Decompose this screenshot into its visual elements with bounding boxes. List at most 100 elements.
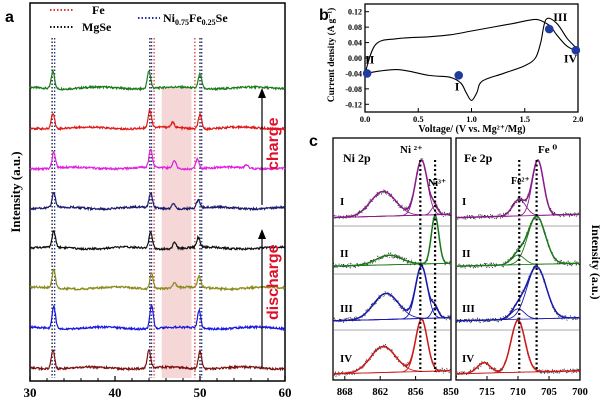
xrd-series-line	[29, 349, 286, 372]
highlight-band-rect	[161, 88, 192, 378]
cv-point	[571, 45, 581, 55]
xrd-series-line	[29, 230, 286, 252]
charge-arrow	[258, 88, 266, 205]
c-x-tick-label: 862	[372, 387, 388, 398]
ni-title: Ni 2p	[343, 151, 371, 165]
raw-data	[455, 317, 581, 378]
fit-component	[332, 190, 452, 219]
b-x-tick-label: 1.0	[466, 114, 477, 124]
cv-curve	[364, 17, 579, 101]
cv-point-label: IV	[564, 51, 578, 65]
xrd-series-line	[29, 191, 286, 212]
xrd-series-line	[29, 267, 286, 292]
row-label: II	[462, 248, 471, 260]
baseline	[332, 317, 452, 322]
discharge-label: discharge	[265, 244, 282, 320]
c-x-tick-label: 705	[541, 387, 557, 398]
discharge-arrow	[258, 229, 266, 368]
fe0-label: Fe ⁰	[538, 144, 557, 156]
row-label: IV	[340, 353, 352, 365]
panel-c-ticks: 868 862 856 850 715 710 705 700	[337, 376, 588, 398]
xrd-series	[29, 68, 286, 372]
cv-point-label: II	[365, 52, 375, 66]
fit-envelope	[455, 159, 581, 219]
row-label: III	[462, 303, 475, 315]
ni2-label: Ni ²⁺	[400, 144, 423, 156]
panel-a-ylabel: Intensity (a.u.)	[8, 151, 23, 232]
raw-data	[332, 158, 452, 220]
panel-a-legend: Fe MgSe Ni0.75Fe0.25Se	[50, 3, 228, 34]
xrd-series-line	[29, 68, 286, 92]
x-tick-label: 50	[194, 385, 207, 400]
row-label: III	[340, 303, 353, 315]
x-tick-label: 60	[279, 385, 292, 400]
b-x-tick-label: 0.5	[413, 114, 424, 124]
legend-fe-label: Fe	[92, 3, 105, 17]
cv-point-label: III	[553, 10, 567, 24]
cv-point	[362, 69, 372, 78]
fit-envelope	[455, 215, 581, 267]
panel-a-letter: a	[5, 9, 14, 26]
legend-mgse-label: MgSe	[82, 20, 112, 34]
fit-envelope	[332, 159, 452, 219]
panel-b-ylabel: Current density (A g⁻¹)	[326, 8, 337, 103]
b-x-tick-label: 2.0	[573, 114, 584, 124]
baseline	[455, 213, 581, 218]
fit-component	[455, 160, 581, 219]
baseline	[332, 262, 452, 267]
panel-b: 0.0 0.5 1.0 1.5 2.0 0.12 0.08 0.04 0.00 -0.04 -0.0…	[326, 3, 584, 135]
panel-b-letter: b	[319, 7, 329, 24]
cv-point	[454, 71, 464, 80]
c-x-tick-label: 856	[408, 387, 424, 398]
c-x-tick-label: 850	[443, 387, 459, 398]
fit-component	[455, 319, 581, 375]
panel-a: 30 40 50 60 Intensity (a.u.) Fe MgSe Ni0.75…	[8, 2, 292, 400]
ni-frame	[332, 137, 452, 381]
legend-nife-label: Ni0.75Fe0.25Se	[163, 11, 228, 27]
b-y-tick-label: 0.12	[348, 8, 362, 17]
fit-envelope	[332, 214, 452, 267]
baseline	[455, 370, 581, 375]
ni-2p-spectra	[332, 158, 452, 377]
panel-c-letter: c	[309, 133, 318, 150]
baseline	[455, 317, 581, 322]
fe-2p-spectra	[455, 158, 581, 378]
raw-data	[332, 318, 452, 377]
baseline	[455, 262, 581, 267]
row-label: I	[340, 196, 344, 208]
fe-title: Fe 2p	[464, 151, 493, 165]
x-tick-label: 30	[24, 385, 37, 400]
fit-envelope	[332, 318, 452, 375]
xrd-series-line	[29, 109, 286, 132]
b-y-tick-label: -0.04	[345, 69, 362, 78]
panel-a-x-ticks: 30 40 50 60	[24, 376, 292, 400]
b-x-tick-label: 0.0	[360, 114, 371, 124]
row-label: II	[340, 248, 349, 260]
highlight-band	[161, 88, 192, 378]
baseline	[332, 213, 452, 218]
ni3-label: Ni³⁺	[428, 178, 446, 189]
panel-b-xlabel: Voltage/ (V vs. Mg²⁺/Mg)	[418, 124, 525, 135]
c-x-tick-label: 710	[510, 387, 526, 398]
fit-envelope	[455, 319, 581, 375]
panel-c-ylabel: Intensity (a.u.)	[589, 224, 600, 299]
xrd-series-line	[29, 303, 286, 332]
c-x-tick-label: 868	[337, 387, 353, 398]
panel-c: 868 862 856 850 715 710 705 700 Ni 2p Fe 2p Ni …	[332, 137, 600, 398]
cv-point-label: I	[455, 79, 460, 93]
panel-a-frame	[29, 2, 286, 382]
raw-data	[455, 213, 581, 270]
b-x-tick-label: 1.5	[519, 114, 530, 124]
c-x-tick-label: 700	[572, 387, 588, 398]
fit-envelope	[332, 265, 452, 322]
reference-lines	[51, 38, 203, 378]
b-y-tick-label: 0.00	[348, 54, 362, 63]
b-y-tick-label: 0.08	[348, 23, 362, 32]
row-label: I	[462, 196, 466, 208]
baseline	[332, 370, 452, 375]
x-tick-label: 40	[109, 385, 122, 400]
c-x-tick-label: 715	[479, 387, 495, 398]
